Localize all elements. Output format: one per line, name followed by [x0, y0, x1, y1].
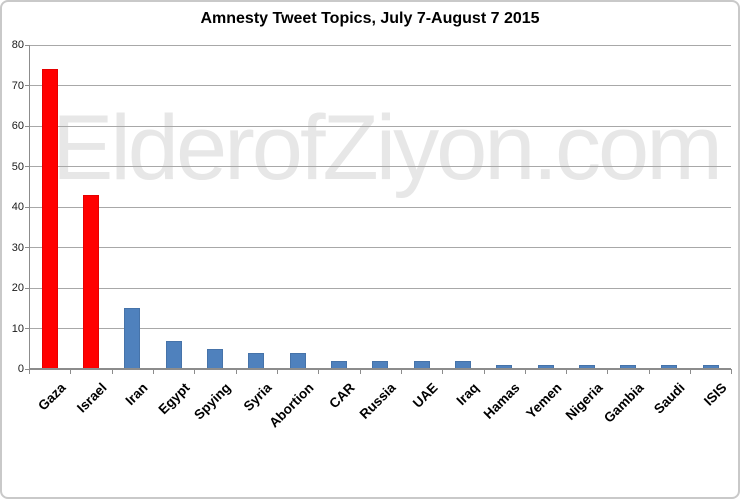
x-axis-tick: [690, 369, 692, 374]
x-axis-tick: [400, 369, 402, 374]
x-axis-label-egypt: Egypt: [155, 380, 193, 418]
x-axis-tick: [111, 369, 113, 374]
bar-uae: [413, 360, 430, 369]
gridline-60: [29, 125, 732, 127]
bar-car: [330, 360, 347, 369]
y-axis-label-20: 20: [11, 282, 24, 294]
x-axis-tick: [70, 369, 72, 374]
bar-isis: [702, 364, 719, 369]
bar-gambia: [620, 364, 637, 369]
x-axis-label-yemen: Yemen: [522, 380, 565, 422]
watermark: ElderofZiyon.com: [52, 97, 723, 199]
x-axis-tick: [483, 369, 485, 374]
y-axis-label-80: 80: [11, 39, 24, 51]
bar-russia: [372, 360, 389, 369]
x-axis-label-iraq: Iraq: [453, 380, 482, 409]
bar-iraq: [454, 360, 471, 369]
y-axis-tick-80: [25, 44, 29, 46]
gridline-70: [29, 85, 732, 86]
bar-syria: [248, 352, 265, 369]
bar-nigeria: [578, 364, 595, 369]
x-axis-tick: [152, 369, 154, 374]
y-axis-line: [29, 45, 30, 369]
y-axis-label-0: 0: [17, 363, 24, 375]
y-axis-tick-70: [25, 85, 29, 86]
x-axis-tick: [566, 369, 568, 374]
bar-yemen: [537, 364, 554, 369]
x-axis-label-isis: ISIS: [700, 380, 730, 409]
x-axis-label-saudi: Saudi: [651, 380, 689, 417]
bar-hamas: [496, 364, 513, 369]
x-axis-label-gaza: Gaza: [34, 380, 69, 414]
y-axis-tick-60: [25, 125, 29, 127]
x-axis-label-iran: Iran: [122, 380, 151, 409]
bar-israel: [82, 194, 99, 369]
y-axis-label-10: 10: [11, 322, 24, 335]
x-axis-tick: [648, 369, 650, 374]
x-axis-tick: [442, 369, 444, 374]
x-axis-tick: [276, 369, 278, 374]
x-axis-line: [29, 368, 732, 370]
x-axis-tick: [607, 369, 609, 374]
y-axis-label-30: 30: [11, 241, 24, 254]
y-axis-label-50: 50: [11, 160, 24, 173]
bar-egypt: [165, 340, 182, 369]
x-axis-label-hamas: Hamas: [480, 380, 523, 422]
x-axis-tick: [29, 369, 30, 374]
gridline-50: [29, 166, 732, 167]
x-axis-label-abortion: Abortion: [265, 380, 317, 431]
x-axis-label-nigeria: Nigeria: [562, 380, 606, 423]
x-axis-tick: [731, 369, 733, 374]
y-axis-tick-50: [25, 166, 29, 167]
y-axis-tick-0: [25, 368, 29, 370]
x-axis-tick: [318, 369, 320, 374]
chart-title: Amnesty Tweet Topics, July 7-August 7 20…: [200, 10, 540, 27]
x-axis-label-israel: Israel: [74, 380, 110, 416]
gridline-10: [29, 328, 732, 329]
gridline-80: [29, 44, 732, 46]
x-axis-label-russia: Russia: [356, 380, 399, 422]
x-axis-tick: [235, 369, 237, 374]
y-axis-label-40: 40: [11, 201, 24, 213]
bar-abortion: [289, 352, 306, 369]
gridline-30: [29, 247, 732, 248]
bar-spying: [206, 348, 223, 369]
y-axis-tick-30: [25, 247, 29, 248]
x-axis-label-car: CAR: [326, 380, 358, 412]
x-axis-label-gambia: Gambia: [601, 380, 647, 426]
x-axis-label-syria: Syria: [240, 380, 275, 414]
x-axis-label-spying: Spying: [191, 380, 234, 423]
bar-iran: [124, 308, 141, 369]
y-axis-tick-20: [25, 287, 29, 289]
y-axis-tick-10: [25, 328, 29, 329]
x-axis-tick: [194, 369, 196, 374]
x-axis-tick: [359, 369, 361, 374]
gridline-40: [29, 206, 732, 208]
x-axis-tick: [524, 369, 526, 374]
y-axis-tick-40: [25, 206, 29, 208]
bar-gaza: [41, 69, 58, 369]
bar-saudi: [661, 364, 678, 369]
y-axis-label-60: 60: [11, 120, 24, 132]
gridline-20: [29, 287, 732, 289]
y-axis-label-70: 70: [11, 79, 24, 92]
x-axis-label-uae: UAE: [409, 380, 441, 411]
